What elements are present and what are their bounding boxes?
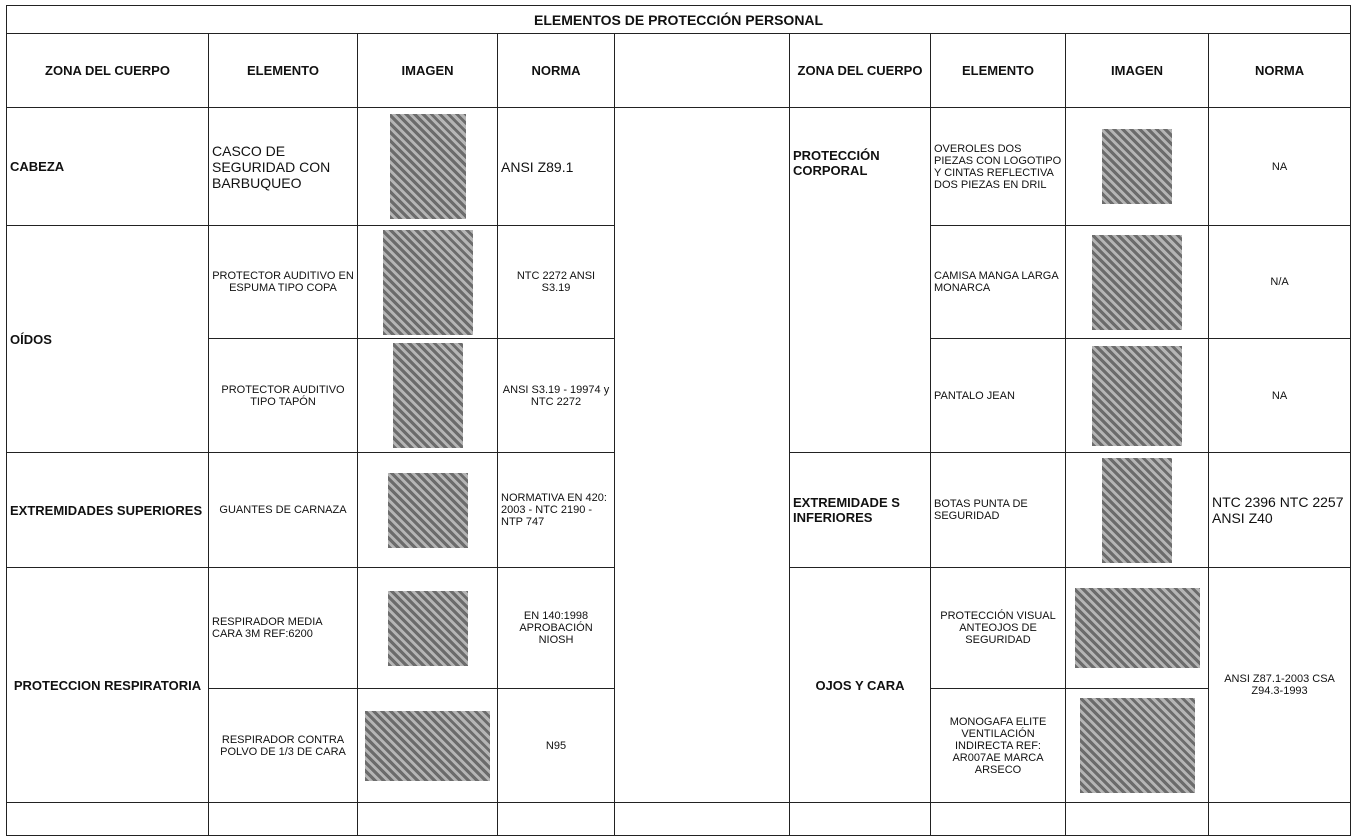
- element: PROTECTOR AUDITIVO EN ESPUMA TIPO COPA: [208, 225, 358, 339]
- blank: [357, 802, 498, 836]
- image: [1074, 588, 1200, 668]
- element: RESPIRADOR MEDIA CARA 3M REF:6200: [208, 567, 358, 689]
- image: [1102, 457, 1172, 563]
- image: [1092, 234, 1182, 330]
- image: [382, 229, 473, 335]
- blank: [6, 802, 209, 836]
- image-cell: [1065, 225, 1209, 339]
- image-cell: [1065, 688, 1209, 803]
- image-cell: [1065, 338, 1209, 453]
- norma: ANSI Z89.1: [497, 107, 615, 226]
- zone: OÍDOS: [6, 225, 209, 453]
- header: NORMA: [1207, 33, 1352, 108]
- blank: [614, 107, 790, 803]
- zone: PROTECCIÓN CORPORAL: [789, 107, 931, 453]
- header: NORMA: [497, 33, 615, 108]
- blank: [208, 802, 358, 836]
- zone: EXTREMIDADE S INFERIORES: [789, 452, 931, 568]
- element: GUANTES DE CARNAZA: [208, 452, 358, 568]
- zone: OJOS Y CARA: [789, 567, 931, 803]
- zone: EXTREMIDADES SUPERIORES: [6, 452, 209, 568]
- norma: NTC 2396 NTC 2257 ANSI Z40: [1207, 452, 1352, 568]
- element: RESPIRADOR CONTRA POLVO DE 1/3 DE CARA: [208, 688, 358, 803]
- header: ZONA DEL CUERPO: [789, 33, 931, 108]
- header: IMAGEN: [1065, 33, 1209, 108]
- blank: [614, 802, 790, 836]
- norma: N/A: [1207, 225, 1352, 339]
- blank: [789, 802, 931, 836]
- zone: CABEZA: [6, 107, 209, 226]
- norma: NA: [1207, 338, 1352, 453]
- header: IMAGEN: [357, 33, 498, 108]
- element: CAMISA MANGA LARGA MONARCA: [930, 225, 1066, 339]
- blank: [1065, 802, 1209, 836]
- header: ELEMENTO: [208, 33, 358, 108]
- title: ELEMENTOS DE PROTECCIÓN PERSONAL: [5, 5, 1352, 34]
- blank: [614, 33, 790, 108]
- image-cell: [357, 338, 498, 453]
- header: ZONA DEL CUERPO: [6, 33, 209, 108]
- image: [1102, 129, 1172, 204]
- image: [387, 472, 468, 548]
- image-cell: [357, 452, 498, 568]
- image-cell: [357, 107, 498, 226]
- image-cell: [357, 225, 498, 339]
- element: OVEROLES DOS PIEZAS CON LOGOTIPO Y CINTA…: [930, 107, 1066, 226]
- image-cell: [1065, 107, 1209, 226]
- image-cell: [1065, 567, 1209, 689]
- image: [1092, 345, 1182, 446]
- element: PROTECCIÓN VISUAL ANTEOJOS DE SEGURIDAD: [930, 567, 1066, 689]
- blank: [930, 802, 1066, 836]
- norma: NA: [1207, 107, 1352, 226]
- image: [392, 343, 463, 448]
- norma: N95: [497, 688, 615, 803]
- image: [389, 114, 466, 219]
- image: [365, 710, 490, 781]
- image-cell: [1065, 452, 1209, 568]
- element: CASCO DE SEGURIDAD CON BARBUQUEO: [208, 107, 358, 226]
- image-cell: [357, 567, 498, 689]
- norma: NORMATIVA EN 420: 2003 - NTC 2190 - NTP …: [497, 452, 615, 568]
- element: BOTAS PUNTA DE SEGURIDAD: [930, 452, 1066, 568]
- blank: [497, 802, 615, 836]
- element: PROTECTOR AUDITIVO TIPO TAPÓN: [208, 338, 358, 453]
- blank: [1207, 802, 1352, 836]
- header: ELEMENTO: [930, 33, 1066, 108]
- image: [387, 590, 468, 666]
- image-cell: [357, 688, 498, 803]
- ppe-table: ELEMENTOS DE PROTECCIÓN PERSONAL ZONA DE…: [5, 5, 1352, 836]
- norma: NTC 2272 ANSI S3.19: [497, 225, 615, 339]
- norma: ANSI Z87.1-2003 CSA Z94.3-1993: [1207, 567, 1352, 803]
- norma: EN 140:1998 APROBACIÓN NIOSH: [497, 567, 615, 689]
- element: MONOGAFA ELITE VENTILACIÓN INDIRECTA REF…: [930, 688, 1066, 803]
- zone: PROTECCION RESPIRATORIA: [6, 567, 209, 803]
- element: PANTALO JEAN: [930, 338, 1066, 453]
- image: [1079, 698, 1195, 793]
- norma: ANSI S3.19 - 19974 y NTC 2272: [497, 338, 615, 453]
